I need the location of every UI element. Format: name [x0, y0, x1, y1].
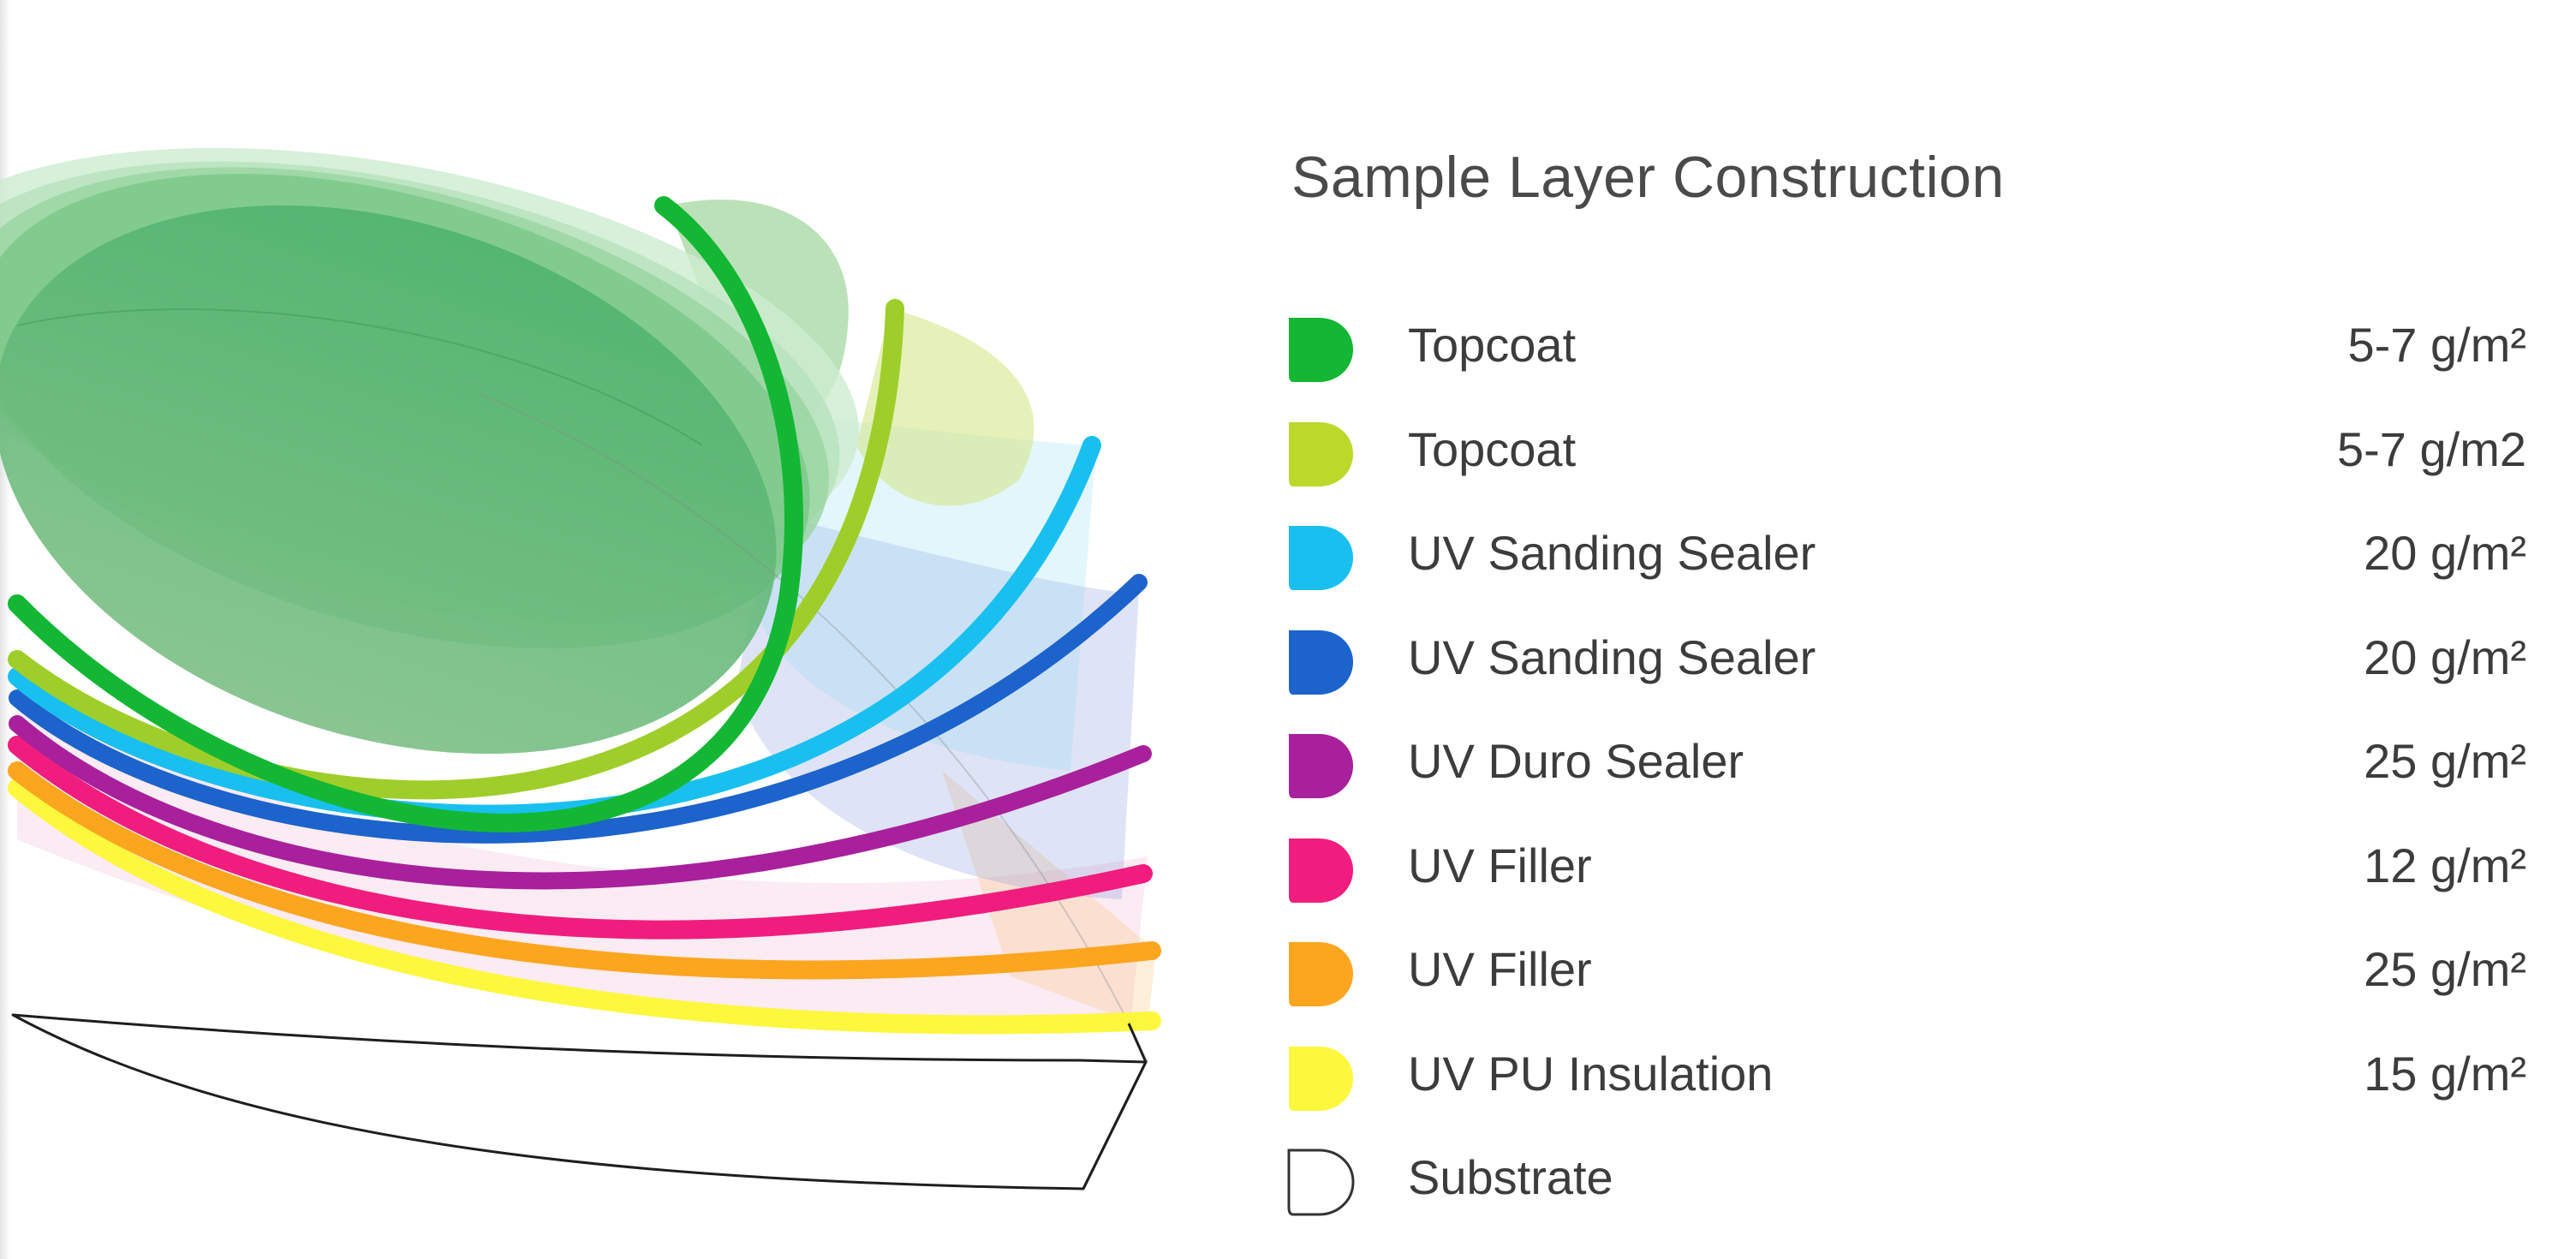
layer-swatch-icon — [1289, 318, 1353, 382]
layer-name: Topcoat — [1408, 421, 1577, 476]
sheet-shade-blue — [736, 514, 1139, 899]
legend-item: UV Filler 12 g/m² — [1285, 820, 2526, 925]
layer-name: UV Duro Sealer — [1408, 734, 1744, 788]
layer-amount: 5-7 g/m2 — [2337, 421, 2526, 476]
layer-amount: 20 g/m² — [2364, 630, 2526, 684]
stroke-uv-filler-orange — [8, 761, 1161, 980]
layer-name: UV Sanding Sealer — [1408, 630, 1816, 684]
layer-amount: 15 g/m² — [2364, 1046, 2526, 1101]
layer-name: UV Sanding Sealer — [1408, 526, 1816, 580]
substrate-faint-edge — [479, 393, 1148, 1063]
stroke-uv-duro-sealer — [9, 715, 1152, 890]
stroke-uv-filler-pink — [8, 736, 1153, 940]
legend-title: Sample Layer Construction — [1291, 145, 2005, 210]
layer-swatch-icon — [1289, 630, 1353, 695]
substrate-edge-right — [1082, 1023, 1148, 1190]
stroke-uv-pu-insulation — [8, 779, 1161, 1035]
legend-item: UV Sanding Sealer 20 g/m² — [1285, 508, 2526, 612]
stroke-uv-sanding-sealer-blue — [9, 574, 1148, 844]
layer-swatch-icon — [1289, 942, 1353, 1006]
legend: Topcoat 5-7 g/m² Topcoat 5-7 g/m2 UV Sanding… — [1285, 300, 2526, 1237]
blob-contour — [16, 308, 703, 446]
layer-name: UV Filler — [1408, 942, 1592, 996]
layer-name: UV Filler — [1408, 838, 1592, 892]
layer-amount: 25 g/m² — [2364, 942, 2526, 996]
layer-amount: 12 g/m² — [2364, 838, 2526, 892]
layer-swatch-icon — [1289, 838, 1353, 903]
legend-item: UV PU Insulation 15 g/m² — [1285, 1029, 2526, 1133]
layer-swatch-icon — [1289, 734, 1353, 798]
legend-item: Substrate — [1285, 1132, 2526, 1237]
layer-swatch-icon — [1287, 1149, 1355, 1216]
layer-name: Topcoat — [1408, 318, 1577, 372]
layer-amount: 5-7 g/m² — [2347, 318, 2527, 372]
layer-swatch-icon — [1289, 526, 1353, 590]
layer-illustration — [0, 147, 1161, 1190]
stroke-topcoat-lime — [8, 299, 904, 800]
legend-item: Topcoat 5-7 g/m² — [1285, 300, 2526, 404]
legend-item: Topcoat 5-7 g/m2 — [1285, 404, 2526, 509]
layer-amount: 25 g/m² — [2364, 734, 2526, 788]
sheet-shade-magenta — [17, 702, 1148, 1031]
blob-core — [0, 205, 777, 755]
layer-swatch-icon — [1289, 421, 1353, 486]
layer-amount: 20 g/m² — [2364, 526, 2526, 580]
layer-name: UV PU Insulation — [1408, 1046, 1774, 1101]
legend-item: UV Duro Sealer 25 g/m² — [1285, 716, 2526, 820]
legend-item: UV Sanding Sealer 20 g/m² — [1285, 612, 2526, 717]
layer-swatch-icon — [1289, 1046, 1353, 1111]
layer-name: Substrate — [1408, 1150, 1613, 1204]
substrate-slab — [11, 1013, 1148, 1190]
stroke-topcoat-green — [8, 196, 803, 832]
legend-item: UV Filler 25 g/m² — [1285, 924, 2526, 1029]
